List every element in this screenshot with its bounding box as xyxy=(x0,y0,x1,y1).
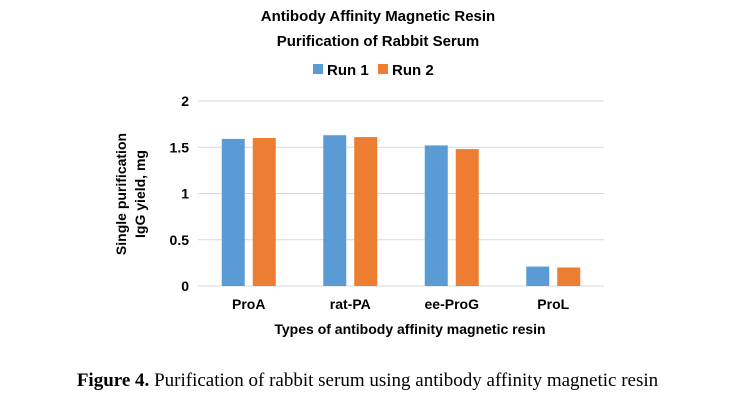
y-tick-label: 0.5 xyxy=(170,232,190,248)
bar-run-2-rat-pa xyxy=(354,137,378,286)
legend-swatch-run-2 xyxy=(378,64,388,74)
bar-run-2-proa xyxy=(252,138,276,286)
x-tick-label: ProL xyxy=(537,296,569,312)
legend-swatch-run-1 xyxy=(313,64,323,74)
bar-run-2-ee-prog xyxy=(455,149,479,286)
figure-caption: Figure 4. Purification of rabbit serum u… xyxy=(0,370,735,392)
y-axis-ticks: 0 0.5 1 1.5 2 xyxy=(170,93,190,294)
y-axis-label: Single purification IgG yield, mg xyxy=(113,133,148,255)
x-tick-label: ProA xyxy=(232,296,265,312)
bars xyxy=(221,135,581,286)
y-axis-label-line-1: Single purification xyxy=(113,133,129,255)
legend: Run 1 Run 2 xyxy=(313,62,434,79)
x-axis-ticks: ProA rat-PA ee-ProG ProL xyxy=(232,296,570,312)
figure-caption-text: Purification of rabbit serum using antib… xyxy=(149,370,659,391)
bar-run-1-rat-pa xyxy=(323,135,347,286)
chart-title-line-1: Antibody Affinity Magnetic Resin xyxy=(261,8,495,25)
y-tick-label: 1 xyxy=(181,186,189,202)
legend-label-run-1: Run 1 xyxy=(327,62,369,79)
figure-caption-label: Figure 4. xyxy=(76,370,150,391)
y-tick-label: 0 xyxy=(181,278,189,294)
chart-title-line-2: Purification of Rabbit Serum xyxy=(277,33,480,50)
bar-run-1-ee-prog xyxy=(424,145,448,286)
bar-run-2-prol xyxy=(557,267,581,286)
bar-run-1-prol xyxy=(526,266,550,286)
x-tick-label: rat-PA xyxy=(330,296,371,312)
x-axis-label: Types of antibody affinity magnetic resi… xyxy=(274,321,545,337)
legend-label-run-2: Run 2 xyxy=(392,62,434,79)
y-axis-label-line-2: IgG yield, mg xyxy=(132,150,148,238)
y-tick-label: 1.5 xyxy=(170,139,190,155)
y-tick-label: 2 xyxy=(181,93,189,109)
bar-run-1-proa xyxy=(221,138,245,286)
chart-title: Antibody Affinity Magnetic Resin Purific… xyxy=(261,8,495,50)
x-tick-label: ee-ProG xyxy=(425,296,480,312)
